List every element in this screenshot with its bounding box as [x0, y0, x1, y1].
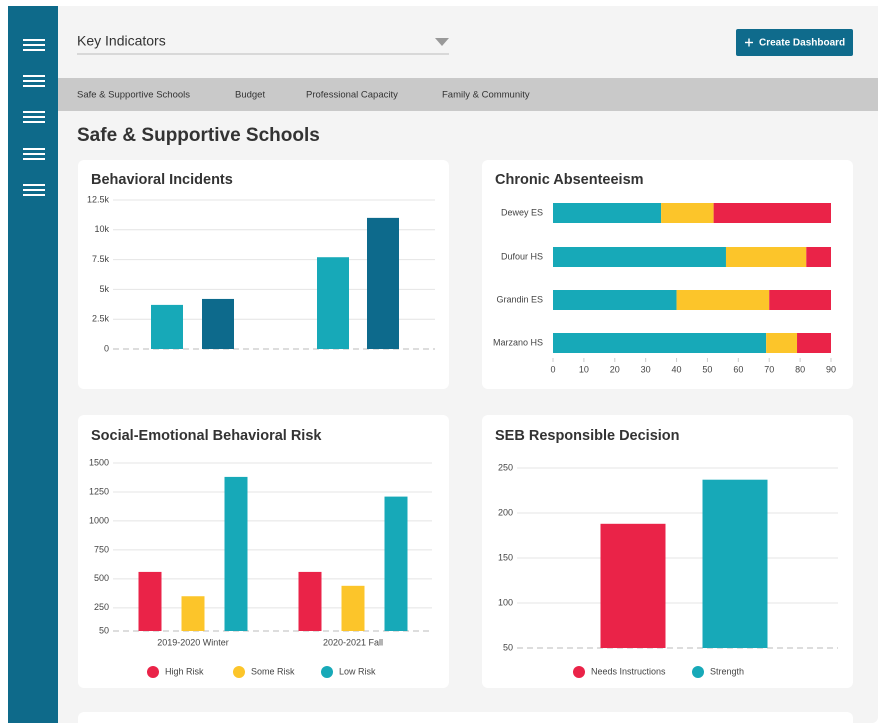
- x-tick-label: 50: [702, 364, 712, 374]
- bar-segment: [713, 203, 831, 223]
- y-tick-label: 12.5k: [87, 194, 110, 204]
- bar: [181, 596, 205, 631]
- y-tick-label: 10k: [94, 224, 109, 234]
- legend-label: Some Risk: [251, 666, 295, 676]
- bar: [600, 523, 666, 648]
- x-tick-label: 10: [579, 364, 589, 374]
- legend-label: High Risk: [165, 666, 204, 676]
- bar: [224, 476, 248, 631]
- bar: [341, 585, 365, 631]
- y-tick-label: 50: [99, 625, 109, 635]
- y-tick-label: 1000: [89, 515, 109, 525]
- x-tick-label: 80: [795, 364, 805, 374]
- create-button[interactable]: [736, 29, 853, 56]
- bar-segment: [553, 203, 662, 223]
- y-tick-label: Grandin ES: [496, 294, 543, 304]
- y-tick-label: 250: [498, 462, 513, 472]
- y-tick-label: 150: [498, 552, 513, 562]
- y-tick-label: Marzano HS: [493, 337, 543, 347]
- chart-title: SEB Responsible Decision: [495, 428, 680, 444]
- bar-segment: [797, 333, 831, 353]
- bar-segment: [769, 290, 831, 310]
- y-tick-label: 5k: [99, 284, 109, 294]
- tab[interactable]: Budget: [235, 90, 265, 101]
- y-tick-label: 200: [498, 507, 513, 517]
- tab-bar: [58, 78, 878, 111]
- bar: [138, 571, 162, 631]
- y-tick-label: Dewey ES: [501, 207, 543, 217]
- y-tick-label: 1250: [89, 486, 109, 496]
- legend-swatch: [147, 666, 159, 678]
- y-tick-label: 750: [94, 544, 109, 554]
- button-label[interactable]: Create Dashboard: [759, 38, 845, 49]
- x-tick-label: 20: [610, 364, 620, 374]
- dropdown-arrow[interactable]: [435, 38, 449, 46]
- bar-segment: [553, 333, 767, 353]
- x-tick-label: 90: [826, 364, 836, 374]
- x-tick-label: 2020-2021 Fall: [323, 637, 383, 647]
- menu-icons[interactable]: [23, 39, 45, 196]
- x-tick-label: 0: [550, 364, 555, 374]
- legend-label: Low Risk: [339, 666, 376, 676]
- bar: [384, 496, 408, 631]
- bar: [702, 479, 768, 648]
- plus-icon: [745, 38, 753, 47]
- legend-label: Strength: [710, 666, 744, 676]
- y-tick-label: 100: [498, 597, 513, 607]
- y-tick-label: 7.5k: [92, 254, 110, 264]
- y-tick-label: 1500: [89, 457, 109, 467]
- chart-title: Social-Emotional Behavioral Risk: [91, 428, 322, 444]
- bar-segment: [725, 247, 807, 267]
- y-tick-label: 50: [503, 642, 513, 652]
- section-title: Safe & Supportive Schools: [77, 125, 320, 146]
- card: [482, 160, 853, 389]
- bar-segment: [661, 203, 714, 223]
- bar-segment: [553, 290, 677, 310]
- x-tick-label: 30: [641, 364, 651, 374]
- card: [78, 712, 853, 723]
- x-tick-label: 40: [672, 364, 682, 374]
- y-tick-label: 0: [104, 343, 109, 353]
- bar-segment: [676, 290, 770, 310]
- x-tick-label: 70: [764, 364, 774, 374]
- bar: [202, 298, 234, 349]
- y-tick-label: 2.5k: [92, 314, 110, 324]
- chart-title: Chronic Absenteeism: [495, 172, 644, 188]
- y-tick-label: Dufour HS: [501, 251, 543, 261]
- legend-swatch: [233, 666, 245, 678]
- bar: [367, 217, 399, 349]
- legend-label: Needs Instructions: [591, 666, 666, 676]
- x-tick-label: 2019-2020 Winter: [157, 637, 229, 647]
- y-tick-label: 500: [94, 573, 109, 583]
- legend-swatch: [321, 666, 333, 678]
- legend-swatch: [692, 666, 704, 678]
- bar: [298, 571, 322, 631]
- tab[interactable]: Safe & Supportive Schools: [77, 90, 190, 101]
- bar: [151, 304, 183, 349]
- tab[interactable]: Professional Capacity: [306, 90, 398, 101]
- bar-segment: [766, 333, 798, 353]
- bar-segment: [553, 247, 726, 267]
- legend-swatch: [573, 666, 585, 678]
- x-tick-label: 60: [733, 364, 743, 374]
- bar-segment: [806, 247, 831, 267]
- y-tick-label: 250: [94, 602, 109, 612]
- chart-title: Behavioral Incidents: [91, 172, 233, 188]
- sidebar: [8, 6, 58, 723]
- tab[interactable]: Family & Community: [442, 90, 530, 101]
- dropdown-label[interactable]: Key Indicators: [77, 33, 166, 49]
- card: [482, 415, 853, 688]
- bar: [317, 257, 349, 349]
